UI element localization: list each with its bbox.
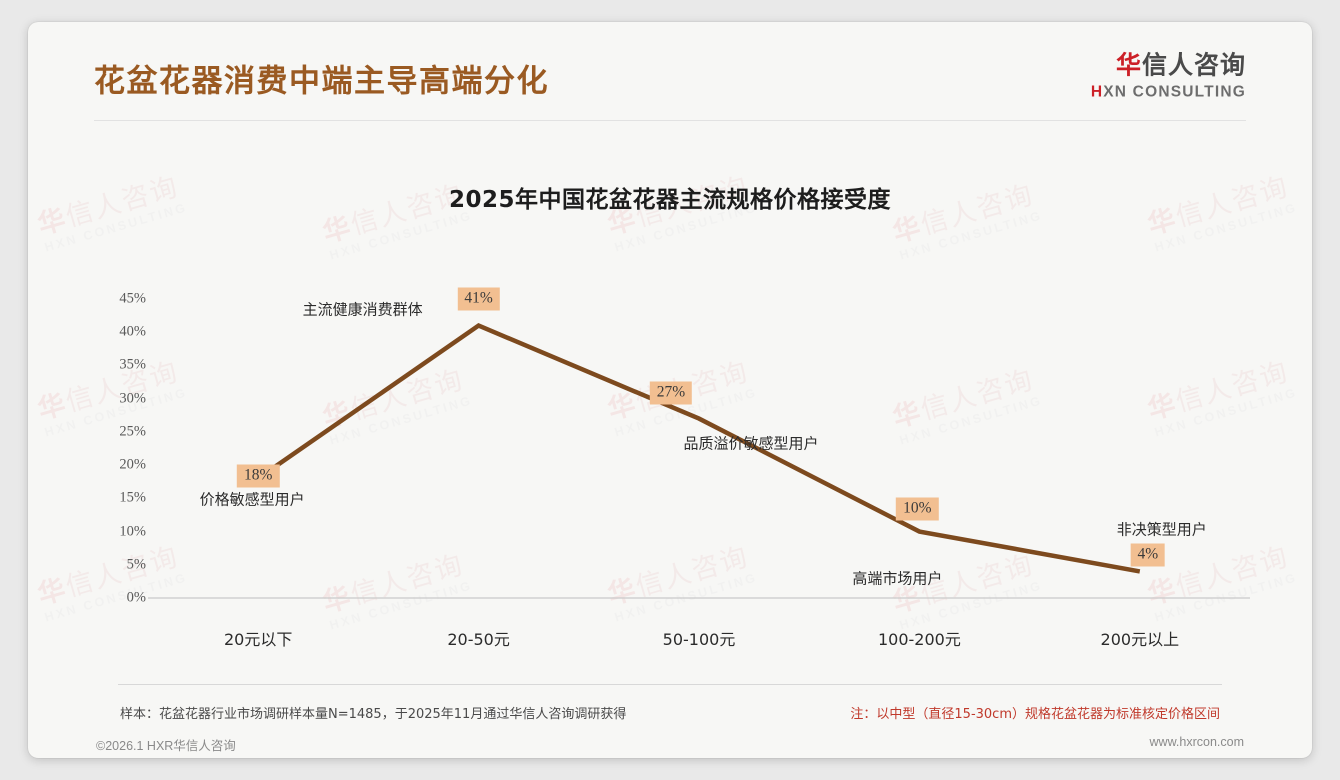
header-divider — [94, 120, 1246, 121]
x-axis-tick-label: 20-50元 — [447, 630, 510, 649]
y-axis-tick-label: 35% — [119, 356, 146, 373]
data-value-label: 10% — [896, 497, 939, 521]
bottom-bar: ©2026.1 HXR华信人咨询 www.hxrcon.com — [28, 722, 1312, 758]
page-title: 花盆花器消费中端主导高端分化 — [94, 63, 549, 100]
x-axis-tick-label: 100-200元 — [877, 630, 961, 649]
y-axis-tick-label: 0% — [126, 589, 146, 606]
data-annotation-label: 非决策型用户 — [1116, 520, 1207, 539]
logo-english-accent: H — [1090, 82, 1104, 100]
y-axis-tick-label: 25% — [119, 423, 146, 440]
logo-english-rest: XN CONSULTING — [1103, 82, 1246, 100]
data-line-series — [256, 323, 1141, 574]
y-axis-tick-label: 20% — [119, 456, 146, 473]
logo-english: HXN CONSULTING — [1091, 83, 1246, 101]
chart-svg — [148, 323, 1250, 599]
y-axis-tick-label: 5% — [126, 556, 146, 573]
data-annotations: 价格敏感型用户 主流健康消费群体品质溢价敏感型用户高端市场用户 非决策型用户 — [28, 22, 1312, 758]
chart-title: 2025年中国花盆花器主流规格价格接受度 — [448, 187, 891, 213]
data-value-label: 41% — [457, 287, 500, 311]
data-value-label: 4% — [1130, 543, 1166, 567]
logo-chinese: 华信人咨询 — [1091, 51, 1246, 79]
website-link[interactable]: www.hxrcon.com — [1149, 735, 1244, 749]
data-annotation-label: 主流健康消费群体 — [302, 300, 423, 319]
data-value-label: 18% — [236, 464, 280, 488]
y-axis-tick-label: 10% — [119, 523, 146, 540]
data-annotation-label: 高端市场用户 — [852, 569, 943, 588]
company-logo: 华信人咨询 HXN CONSULTING — [1091, 51, 1246, 101]
data-value-label: 27% — [649, 381, 693, 405]
chart-plot-area: 0% 5% 10% 15% 20% 25% 30% 35% 40% 45% 20元以下 20-50元… — [28, 22, 1312, 758]
data-value-labels: 18% 41% 27% 10% 4% — [28, 22, 1312, 758]
slide-header: 花盆花器消费中端主导高端分化 华信人咨询 HXN CONSULTING — [28, 22, 1312, 121]
y-axis-labels: 0% 5% 10% 15% 20% 25% 30% 35% 40% 45% — [76, 22, 146, 758]
data-annotation-label: 价格敏感型用户 — [199, 490, 305, 509]
y-axis-tick-label: 15% — [119, 489, 146, 506]
x-axis-tick-label: 20元以下 — [224, 630, 293, 649]
memo-note: 注：以中型（直径15-30cm）规格花盆花器为标准核定价格区间 — [850, 707, 1220, 722]
data-annotation-label: 品质溢价敏感型用户 — [683, 434, 819, 453]
x-axis-labels: 20元以下 20-50元 50-100元 100-200元 200元以上 — [28, 22, 1312, 758]
x-axis-tick-label: 200元以上 — [1100, 630, 1180, 649]
slide-card: 华信人咨询 HXN CONSULTING 华信人咨询 HXN CONSULTING 华信… — [28, 22, 1312, 758]
logo-chinese-accent: 华 — [1115, 50, 1142, 80]
sample-note: 样本：花盆花器行业市场调研样本量N=1485，于2025年11月通过华信人咨询调… — [120, 707, 627, 722]
copyright-text: ©2026.1 HXR华信人咨询 — [96, 739, 236, 753]
y-axis-tick-label: 40% — [119, 323, 146, 340]
x-axis-tick-label: 50-100元 — [662, 630, 736, 649]
y-axis-tick-label: 45% — [119, 290, 146, 307]
logo-chinese-rest: 信人咨询 — [1141, 50, 1246, 80]
footer-divider — [118, 684, 1222, 685]
y-axis-tick-label: 30% — [119, 390, 146, 407]
